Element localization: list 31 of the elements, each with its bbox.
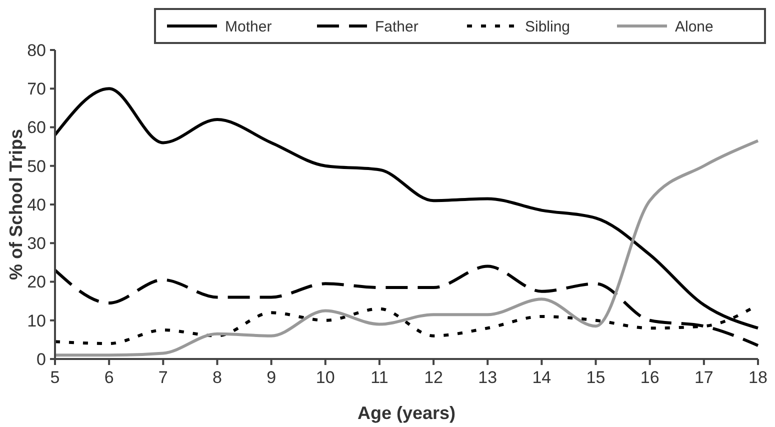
x-tick-label: 17 (694, 368, 714, 387)
x-tick-label: 7 (158, 368, 168, 387)
y-axis-title: % of School Trips (6, 128, 26, 280)
x-tick-label: 15 (586, 368, 606, 387)
y-tick-label: 20 (27, 272, 46, 292)
legend-label: Sibling (525, 18, 570, 36)
y-tick-label: 60 (27, 118, 46, 138)
x-tick-label: 5 (50, 368, 60, 387)
y-tick-label: 10 (27, 311, 46, 330)
x-tick-label: 8 (212, 368, 222, 387)
y-tick-label: 40 (27, 195, 46, 214)
y-tick-label: 50 (27, 156, 46, 176)
x-tick-label: 6 (104, 368, 114, 387)
line-series (54, 264, 760, 347)
legend-label: Mother (225, 18, 272, 36)
y-tick-label: 0 (36, 350, 46, 369)
y-tick-label: 80 (27, 40, 46, 60)
y-tick-label: 70 (27, 80, 46, 99)
x-tick-label: 14 (532, 368, 552, 387)
legend-label: Father (375, 18, 418, 36)
line-series (54, 139, 760, 357)
x-tick-label: 12 (424, 368, 443, 387)
x-axis-title: Age (years) (357, 403, 456, 423)
x-tick-label: 13 (478, 368, 498, 387)
x-tick-label: 9 (266, 368, 276, 387)
y-tick-label: 30 (27, 234, 46, 254)
x-tick-label: 18 (748, 368, 768, 387)
x-tick-label: 10 (316, 368, 335, 387)
x-tick-label: 11 (370, 368, 388, 387)
legend-label: Alone (675, 18, 714, 36)
x-tick-label: 16 (640, 368, 660, 387)
